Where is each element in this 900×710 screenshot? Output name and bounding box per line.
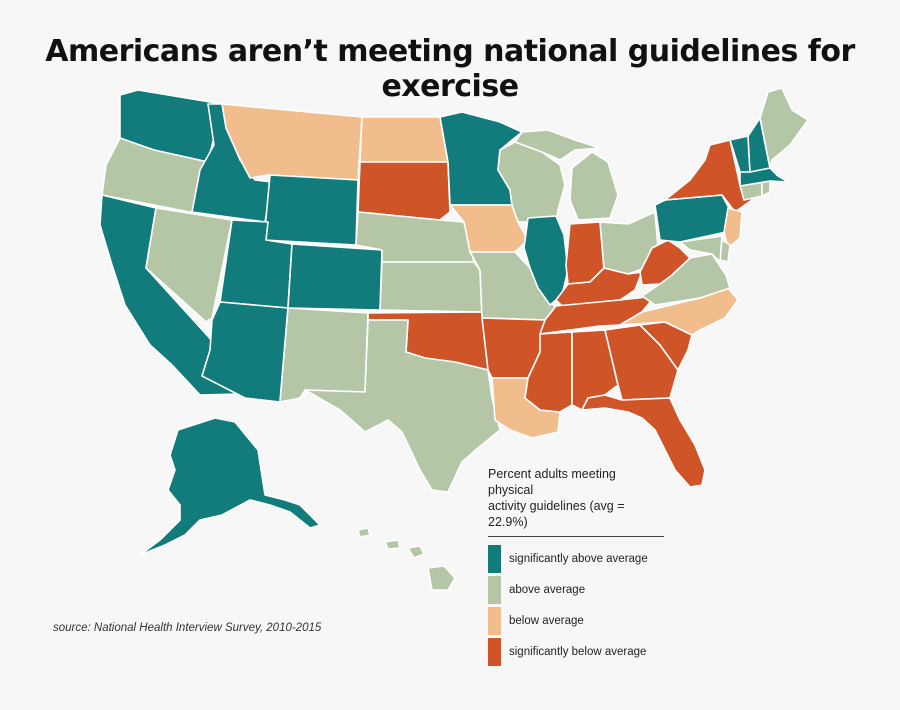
state-RI[interactable] bbox=[761, 180, 771, 197]
state-HI-big[interactable] bbox=[427, 565, 456, 591]
state-AK[interactable] bbox=[139, 417, 321, 556]
state-MI[interactable] bbox=[569, 151, 619, 221]
state-NC[interactable] bbox=[619, 287, 739, 336]
legend-label: significantly above average bbox=[509, 552, 648, 565]
legend-swatch bbox=[488, 606, 501, 635]
legend-swatch bbox=[488, 575, 501, 604]
state-HI-maui[interactable] bbox=[407, 545, 425, 559]
map-title: Americans aren’t meeting national guidel… bbox=[45, 34, 855, 104]
state-WV[interactable] bbox=[639, 239, 691, 286]
legend-swatch bbox=[488, 637, 501, 666]
state-HI-kauai[interactable] bbox=[357, 527, 371, 538]
state-KS[interactable] bbox=[379, 261, 483, 313]
legend-item-significantly-above: significantly above average bbox=[488, 543, 664, 574]
state-CO[interactable] bbox=[287, 243, 383, 311]
state-ND[interactable] bbox=[359, 116, 449, 163]
legend-label: significantly below average bbox=[509, 645, 647, 658]
state-NM[interactable] bbox=[279, 307, 369, 403]
state-MI-UP[interactable] bbox=[514, 129, 601, 161]
map-legend: Percent adults meeting physical activity… bbox=[488, 466, 664, 667]
state-SD[interactable] bbox=[357, 161, 451, 221]
state-NJ[interactable] bbox=[723, 207, 743, 249]
state-WY[interactable] bbox=[263, 174, 359, 246]
state-NV[interactable] bbox=[145, 207, 233, 323]
legend-item-significantly-below: significantly below average bbox=[488, 636, 664, 667]
source-note: source: National Health Interview Survey… bbox=[53, 622, 322, 634]
state-ME[interactable] bbox=[759, 87, 809, 169]
legend-title-line-2: activity guidelines (avg = 22.9%) bbox=[488, 499, 625, 529]
state-HI-oahu[interactable] bbox=[384, 539, 401, 550]
state-FL[interactable] bbox=[581, 394, 706, 488]
legend-title-line-1: Percent adults meeting physical bbox=[488, 467, 616, 497]
legend-title: Percent adults meeting physical activity… bbox=[488, 466, 664, 537]
state-PA[interactable] bbox=[654, 194, 731, 243]
legend-label: above average bbox=[509, 583, 586, 596]
legend-swatch bbox=[488, 544, 501, 573]
legend-label: below average bbox=[509, 614, 584, 627]
state-NY[interactable] bbox=[664, 139, 753, 213]
state-MD[interactable] bbox=[679, 235, 723, 263]
state-TX[interactable] bbox=[304, 319, 501, 493]
legend-item-below: below average bbox=[488, 605, 664, 636]
legend-item-above: above average bbox=[488, 574, 664, 605]
